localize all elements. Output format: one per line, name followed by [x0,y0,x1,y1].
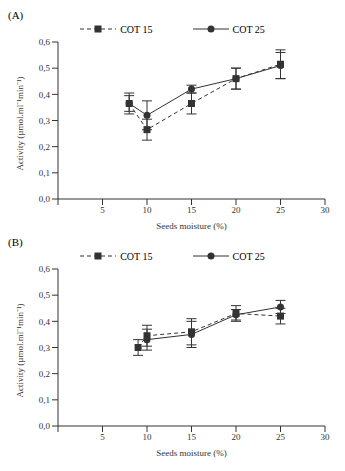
svg-text:20: 20 [232,432,242,442]
svg-text:Seeds moisture (%): Seeds moisture (%) [156,221,226,231]
html-text:(B): (B) [8,236,23,248]
svg-text:5: 5 [100,205,105,215]
html-text:COT 15: COT 15 [120,250,153,262]
svg-text:25: 25 [276,432,286,442]
svg-text:5: 5 [100,432,105,442]
svg-text:Activity (µmol.ml⁻¹min⁻¹): Activity (µmol.ml⁻¹min⁻¹) [15,76,25,170]
svg-text:0,4: 0,4 [39,317,51,327]
svg-text:0,0: 0,0 [39,421,51,431]
svg-text:10: 10 [143,205,153,215]
svg-text:0,3: 0,3 [39,343,51,353]
svg-text:20: 20 [232,205,242,215]
svg-text:0,6: 0,6 [39,37,51,47]
svg-text:Activity (µmol.ml⁻¹min⁻¹): Activity (µmol.ml⁻¹min⁻¹) [15,303,25,397]
svg-text:0,0: 0,0 [39,194,51,204]
svg-text:30: 30 [321,432,331,442]
svg-text:0,5: 0,5 [39,290,51,300]
svg-text:0,5: 0,5 [39,63,51,73]
svg-text:Seeds moisture (%): Seeds moisture (%) [156,448,226,458]
html-text:COT 25: COT 25 [232,23,265,35]
svg-text:0,3: 0,3 [39,116,51,126]
svg-text:30: 30 [321,205,331,215]
html-text:COT 25: COT 25 [232,250,265,262]
svg-text:0,2: 0,2 [39,369,50,379]
html-text:COT 15: COT 15 [120,23,153,35]
svg-text:10: 10 [143,432,153,442]
svg-text:15: 15 [187,432,197,442]
html-text:(A): (A) [8,9,24,21]
svg-text:0,1: 0,1 [39,168,50,178]
svg-text:0,6: 0,6 [39,264,51,274]
svg-text:0,1: 0,1 [39,395,50,405]
svg-text:0,4: 0,4 [39,90,51,100]
svg-text:15: 15 [187,205,197,215]
svg-text:0,2: 0,2 [39,142,50,152]
svg-text:25: 25 [276,205,286,215]
